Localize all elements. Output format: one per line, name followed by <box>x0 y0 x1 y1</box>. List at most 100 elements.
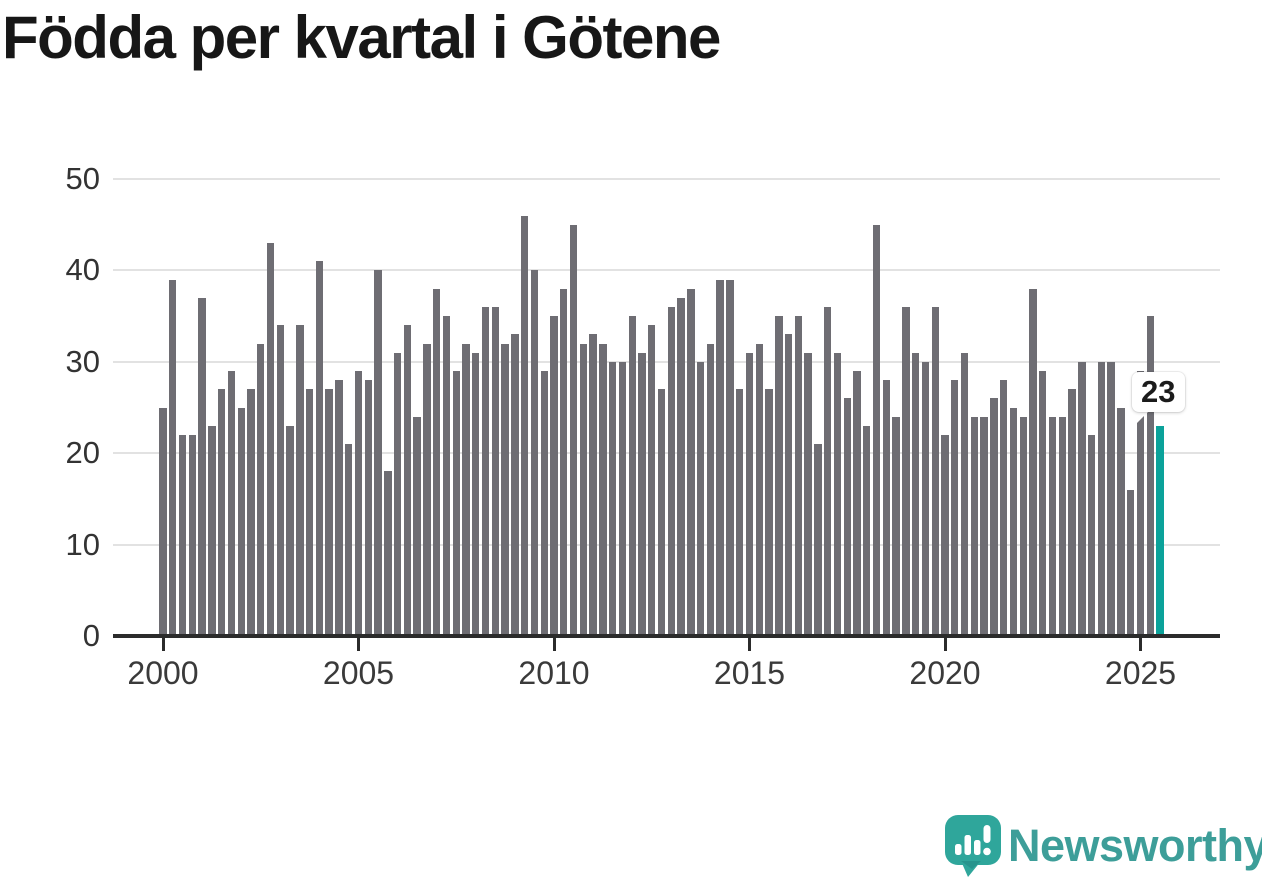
bar <box>853 370 861 636</box>
gridline-10 <box>113 543 1220 546</box>
x-tick-2005 <box>357 638 360 651</box>
bar <box>755 343 763 636</box>
bar <box>169 279 177 636</box>
bar <box>589 334 597 636</box>
bar <box>941 434 949 636</box>
gridline-20 <box>113 452 1220 455</box>
bar-highlight-latest <box>1156 425 1164 636</box>
bar <box>706 343 715 636</box>
bar <box>315 261 324 636</box>
bar <box>472 352 480 636</box>
bar <box>882 380 891 636</box>
bar <box>178 434 187 636</box>
bar <box>726 279 734 636</box>
bar <box>970 416 979 636</box>
y-tick-label-40: 40 <box>65 252 100 288</box>
newsworthy-logo: Newsworthy <box>944 814 1262 878</box>
bar <box>794 316 803 636</box>
bar <box>208 425 216 636</box>
bar <box>951 380 959 636</box>
bar <box>804 352 812 636</box>
bar <box>931 306 939 636</box>
bar <box>814 444 822 636</box>
bar <box>560 288 568 636</box>
bar <box>501 343 509 636</box>
bar <box>511 334 519 636</box>
bar <box>433 288 441 636</box>
bar <box>374 270 382 636</box>
bar <box>599 343 607 636</box>
x-tick-label-2000: 2000 <box>127 655 199 691</box>
y-tick-label-50: 50 <box>65 161 100 196</box>
bar <box>491 306 500 636</box>
bar <box>863 425 871 636</box>
bar <box>1048 416 1057 636</box>
y-tick-label-20: 20 <box>65 435 100 471</box>
x-tick-label-2020: 2020 <box>909 655 981 691</box>
x-tick-2010 <box>552 638 556 651</box>
bar <box>335 380 343 636</box>
bar <box>638 352 646 636</box>
bar <box>990 398 998 636</box>
bar <box>452 370 460 636</box>
x-tick-label-2025: 2025 <box>1104 655 1177 691</box>
bar <box>833 352 842 636</box>
bar <box>1009 407 1018 636</box>
x-tick-2020 <box>943 638 947 651</box>
gridline-40 <box>113 269 1220 272</box>
bar <box>784 334 793 636</box>
x-tick-label-2005: 2005 <box>322 655 395 691</box>
bar <box>481 306 490 636</box>
bar <box>227 370 236 636</box>
bar <box>325 389 333 636</box>
bar <box>1136 370 1145 636</box>
bar <box>657 389 666 636</box>
x-tick-2000 <box>161 638 165 651</box>
last-value-callout: 23 <box>1132 372 1185 412</box>
bar <box>1146 316 1154 636</box>
bar <box>1029 288 1037 636</box>
chart-title: Födda per kvartal i Götene <box>2 4 721 71</box>
bar <box>648 325 656 636</box>
bar <box>159 407 167 636</box>
bar <box>892 416 900 636</box>
bar <box>687 288 695 636</box>
bar <box>296 325 304 636</box>
newsworthy-logo-icon <box>945 815 1001 877</box>
x-tick-2025 <box>1139 638 1142 651</box>
bar <box>999 380 1008 636</box>
y-tick-label-10: 10 <box>65 526 100 562</box>
bar <box>696 361 705 636</box>
bar <box>257 343 265 636</box>
x-axis-line <box>113 634 1220 638</box>
bar <box>540 370 548 636</box>
gridline-30 <box>113 360 1220 363</box>
newsworthy-logo-text: Newsworthy <box>1008 820 1262 871</box>
y-tick-label-0: 0 <box>82 618 100 653</box>
bar <box>354 370 363 636</box>
bar <box>1019 416 1027 636</box>
bar <box>980 416 988 636</box>
y-tick-label-30: 30 <box>65 343 100 379</box>
bar <box>413 416 421 636</box>
x-tick-label-2010: 2010 <box>518 655 590 691</box>
bar <box>1058 416 1066 636</box>
bar <box>530 270 539 636</box>
bar <box>364 380 372 636</box>
bar <box>618 361 627 636</box>
bar <box>237 407 245 636</box>
bar <box>286 425 294 636</box>
bar <box>198 297 206 636</box>
bar <box>266 242 275 636</box>
bar <box>608 361 617 636</box>
bar <box>902 306 910 636</box>
bar <box>247 389 255 636</box>
bar <box>442 316 451 636</box>
bar <box>1107 361 1115 636</box>
bar <box>1117 407 1125 636</box>
bar <box>462 343 470 636</box>
callout-pointer <box>1136 408 1153 424</box>
bar <box>1068 389 1076 636</box>
bar <box>1078 361 1086 636</box>
